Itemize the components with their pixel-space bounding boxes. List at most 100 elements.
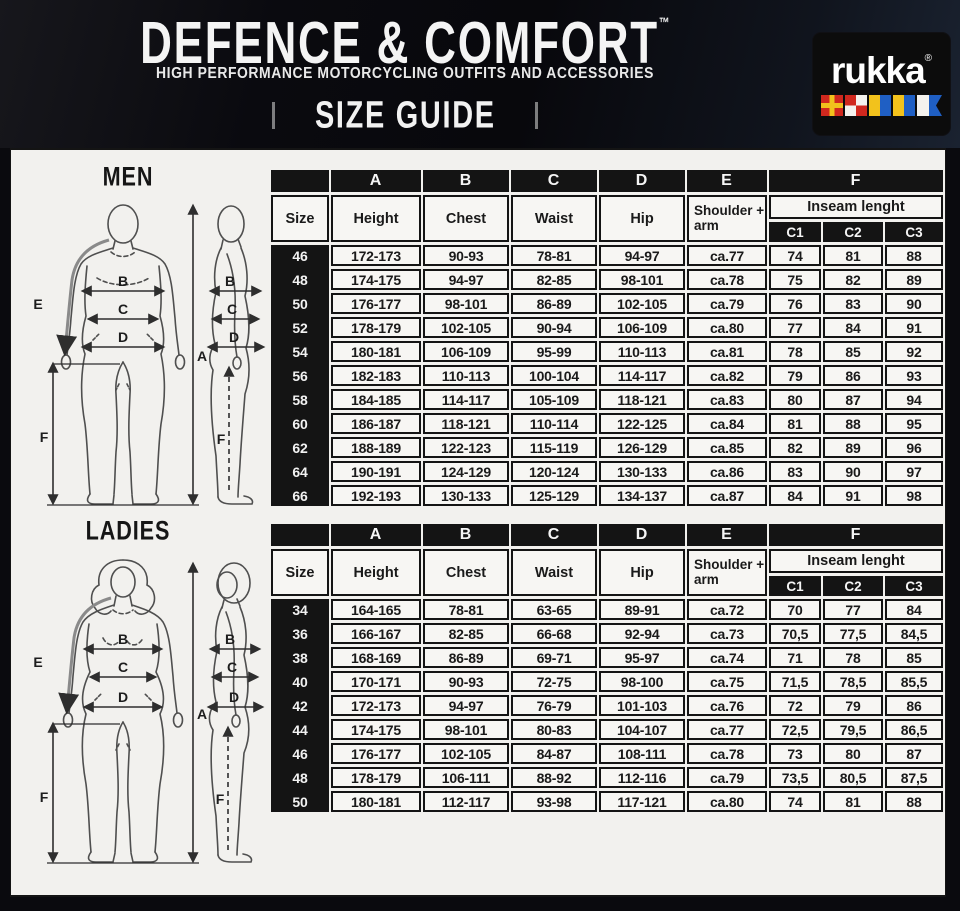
- value-cell: ca.85: [687, 437, 767, 458]
- measure-label-b: B: [118, 631, 128, 647]
- value-cell: 80: [823, 743, 883, 764]
- labels-header-row: Size Height Chest Waist Hip Shoulder + a…: [271, 549, 943, 596]
- size-cell: 46: [271, 245, 329, 266]
- value-cell: 166-167: [331, 623, 421, 644]
- table-row: 46 172-173 90-93 78-81 94-97 ca.77 74 81 88: [271, 245, 943, 266]
- value-cell: 79,5: [823, 719, 883, 740]
- waist-header: Waist: [511, 549, 597, 596]
- size-cell: 52: [271, 317, 329, 338]
- measure-label-c: C: [118, 301, 128, 317]
- value-cell: 100-104: [511, 365, 597, 386]
- measure-label-d-side: D: [229, 689, 239, 705]
- men-section-title: MEN: [102, 162, 154, 193]
- table-row: 36 166-167 82-85 66-68 92-94 ca.73 70,5 77,5 84,…: [271, 623, 943, 644]
- col-letter-b: B: [423, 524, 509, 546]
- c2-header: C2: [823, 222, 883, 242]
- value-cell: 130-133: [599, 461, 685, 482]
- c1-header: C1: [769, 222, 821, 242]
- divider-bar-right: [535, 102, 539, 129]
- value-cell: 90: [885, 293, 943, 314]
- value-cell: 94-97: [423, 269, 509, 290]
- table-row: 66 192-193 130-133 125-129 134-137 ca.87 84 91 9…: [271, 485, 943, 506]
- value-cell: 90-93: [423, 671, 509, 692]
- value-cell: 74: [769, 245, 821, 266]
- value-cell: 134-137: [599, 485, 685, 506]
- value-cell: 63-65: [511, 599, 597, 620]
- value-cell: 88: [885, 791, 943, 812]
- men-figure-block: MEN: [23, 162, 268, 516]
- value-cell: 178-179: [331, 767, 421, 788]
- value-cell: 122-123: [423, 437, 509, 458]
- table-row: 58 184-185 114-117 105-109 118-121 ca.83 80 87 9…: [271, 389, 943, 410]
- value-cell: 89: [823, 437, 883, 458]
- size-header: Size: [271, 195, 329, 242]
- value-cell: 83: [823, 293, 883, 314]
- value-cell: 180-181: [331, 791, 421, 812]
- value-cell: 95: [885, 413, 943, 434]
- value-cell: 172-173: [331, 695, 421, 716]
- value-cell: 102-105: [423, 743, 509, 764]
- value-cell: 78,5: [823, 671, 883, 692]
- page-title: DEFENCE & COMFORT™: [0, 10, 810, 76]
- value-cell: ca.77: [687, 719, 767, 740]
- value-cell: 170-171: [331, 671, 421, 692]
- shoulder-arm-header: Shoulder + arm: [687, 549, 767, 596]
- signal-flag-u-icon: [845, 95, 867, 116]
- value-cell: 96: [885, 437, 943, 458]
- value-cell: 115-119: [511, 437, 597, 458]
- value-cell: 112-117: [423, 791, 509, 812]
- chest-header: Chest: [423, 549, 509, 596]
- value-cell: 81: [823, 791, 883, 812]
- value-cell: 184-185: [331, 389, 421, 410]
- table-row: 48 178-179 106-111 88-92 112-116 ca.79 73,5 80,…: [271, 767, 943, 788]
- value-cell: 122-125: [599, 413, 685, 434]
- size-cell: 58: [271, 389, 329, 410]
- col-letter-c: C: [511, 170, 597, 192]
- value-cell: 84-87: [511, 743, 597, 764]
- value-cell: 110-114: [511, 413, 597, 434]
- table-row: 34 164-165 78-81 63-65 89-91 ca.72 70 77 84: [271, 599, 943, 620]
- value-cell: 110-113: [423, 365, 509, 386]
- col-letter-c: C: [511, 524, 597, 546]
- value-cell: 91: [823, 485, 883, 506]
- value-cell: 174-175: [331, 719, 421, 740]
- ladies-size-table: A B C D E F Size Height Chest Waist Hip …: [269, 521, 945, 815]
- value-cell: 92: [885, 341, 943, 362]
- value-cell: 80-83: [511, 719, 597, 740]
- value-cell: 76: [769, 293, 821, 314]
- value-cell: 66-68: [511, 623, 597, 644]
- value-cell: ca.79: [687, 293, 767, 314]
- value-cell: 80: [769, 389, 821, 410]
- value-cell: 98: [885, 485, 943, 506]
- trademark-symbol: ™: [659, 14, 670, 32]
- inseam-sub-header-row: C1 C2 C3: [271, 222, 943, 242]
- measure-label-b: B: [118, 273, 128, 289]
- value-cell: 125-129: [511, 485, 597, 506]
- measure-label-d: D: [118, 329, 128, 345]
- measure-label-a: A: [197, 706, 207, 722]
- divider-bar-left: [271, 102, 275, 129]
- value-cell: 79: [823, 695, 883, 716]
- value-cell: 86: [823, 365, 883, 386]
- size-cell: 60: [271, 413, 329, 434]
- size-cell: 50: [271, 791, 329, 812]
- value-cell: 86-89: [511, 293, 597, 314]
- value-cell: ca.81: [687, 341, 767, 362]
- page-subtitle: HIGH PERFORMANCE MOTORCYCLING OUTFITS AN…: [156, 65, 654, 83]
- value-cell: 106-109: [599, 317, 685, 338]
- value-cell: 168-169: [331, 647, 421, 668]
- col-letter-f: F: [769, 524, 943, 546]
- value-cell: 84: [769, 485, 821, 506]
- inseam-header: Inseam lenght: [769, 549, 943, 573]
- value-cell: 95-99: [511, 341, 597, 362]
- inseam-sub-header-row: C1 C2 C3: [271, 576, 943, 596]
- measure-label-f: F: [40, 429, 49, 445]
- value-cell: 92-94: [599, 623, 685, 644]
- value-cell: ca.80: [687, 317, 767, 338]
- measure-label-e: E: [33, 296, 42, 312]
- value-cell: 98-101: [423, 293, 509, 314]
- value-cell: 87,5: [885, 767, 943, 788]
- ladies-figure-block: LADIES: [23, 517, 268, 878]
- value-cell: 114-117: [599, 365, 685, 386]
